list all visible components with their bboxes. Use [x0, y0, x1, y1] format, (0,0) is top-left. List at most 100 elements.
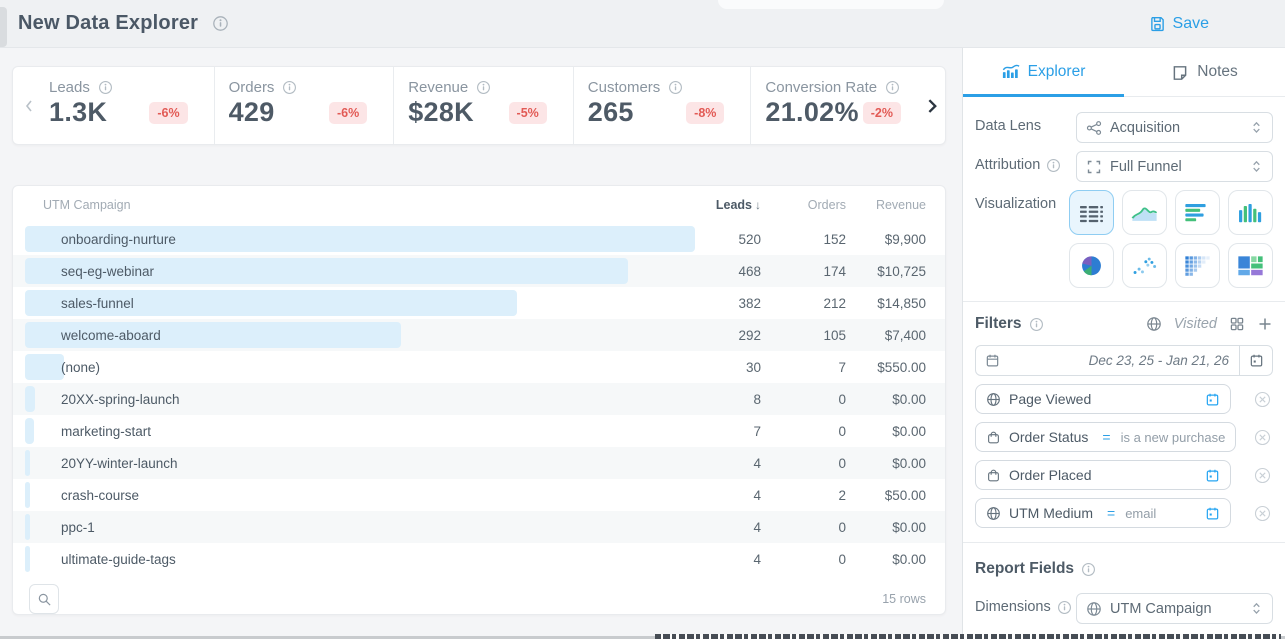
page-title: New Data Explorer [18, 12, 199, 34]
orders-value: 105 [823, 327, 846, 343]
viz-horizontal-bar-chart-button[interactable] [1175, 190, 1220, 235]
explorer-sidebar: Explorer Notes Data Lens Acquisition Att… [962, 48, 1285, 639]
explorer-controls: Data Lens Acquisition Attribution Full F… [963, 97, 1285, 301]
metrics-scroll-right-button[interactable] [924, 97, 939, 114]
metrics-summary-card: Leads 1.3K -6% Orders 429 -6% Revenue $28K… [12, 66, 946, 145]
column-header-orders[interactable]: Orders [807, 197, 846, 212]
metric-card-customers[interactable]: Customers 265 -8% [572, 67, 751, 144]
add-filter-icon[interactable] [1257, 316, 1273, 332]
metric-info-icon[interactable] [476, 80, 491, 95]
column-header-revenue[interactable]: Revenue [875, 197, 926, 212]
orders-value: 2 [838, 487, 846, 503]
leads-value: 4 [753, 487, 761, 503]
filters-info-icon[interactable] [1029, 317, 1044, 332]
table-row[interactable]: ultimate-guide-tags 4 0 $0.00 [13, 543, 945, 575]
save-button[interactable]: Save [1149, 15, 1209, 33]
leads-value: 520 [738, 231, 761, 247]
metric-value: $28K [408, 97, 474, 127]
metric-card-orders[interactable]: Orders 429 -6% [213, 67, 394, 144]
table-search-button[interactable] [29, 584, 59, 614]
column-header-leads[interactable]: Leads ↓ [715, 197, 761, 212]
filter-chip-utm-medium[interactable]: UTM Medium = email [975, 498, 1231, 528]
viz-cohort-grid-button[interactable] [1175, 243, 1220, 288]
bottom-edge [0, 636, 1285, 639]
cohort-grid-icon [1184, 255, 1211, 277]
table-row[interactable]: welcome-aboard 292 105 $7,400 [13, 319, 945, 351]
filter-scope-label[interactable]: Visited [1173, 316, 1217, 332]
full-funnel-icon [1086, 159, 1102, 175]
remove-x-icon [1254, 391, 1271, 408]
viz-scatter-plot-button[interactable] [1122, 243, 1167, 288]
campaign-name: marketing-start [61, 423, 152, 439]
leads-value: 4 [753, 519, 761, 535]
globe-icon [986, 506, 1001, 521]
metric-label: Customers [587, 79, 661, 96]
report-fields-info-icon[interactable] [1081, 562, 1096, 577]
revenue-value: $50.00 [884, 487, 926, 503]
leads-value: 4 [753, 455, 761, 471]
report-fields-title: Report Fields [975, 560, 1273, 578]
equals-operator: = [1102, 429, 1111, 445]
tab-notes[interactable]: Notes [1124, 48, 1285, 96]
table-row[interactable]: 20YY-winter-launch 4 0 $0.00 [13, 447, 945, 479]
app-header: New Data Explorer Save [0, 0, 1285, 48]
leads-value: 7 [753, 423, 761, 439]
table-row[interactable]: sales-funnel 382 212 $14,850 [13, 287, 945, 319]
calendar-icon[interactable] [1205, 392, 1220, 407]
dimensions-select[interactable]: UTM Campaign [1076, 593, 1273, 624]
attribution-select[interactable]: Full Funnel [1076, 151, 1273, 182]
calendar-icon[interactable] [1205, 468, 1220, 483]
metric-card-revenue[interactable]: Revenue $28K -5% [393, 67, 573, 144]
data-bar [25, 354, 64, 380]
globe-icon[interactable] [1146, 316, 1162, 332]
table-row[interactable]: onboarding-nurture 520 152 $9,900 [13, 223, 945, 255]
treemap-icon [1237, 255, 1264, 277]
metrics-scroll-left-button[interactable] [22, 98, 36, 114]
remove-filter-button[interactable] [1254, 391, 1271, 408]
viz-pie-chart-button[interactable] [1069, 243, 1114, 288]
viz-area-chart-button[interactable] [1122, 190, 1167, 235]
orders-value: 0 [838, 391, 846, 407]
leads-value: 30 [745, 359, 761, 375]
table-row[interactable]: ppc-1 4 0 $0.00 [13, 511, 945, 543]
report-info-icon[interactable] [212, 15, 229, 32]
metric-info-icon[interactable] [98, 80, 113, 95]
metric-card-conversion-rate[interactable]: Conversion Rate 21.02% -2% [750, 67, 945, 144]
revenue-value: $0.00 [892, 551, 926, 567]
filter-chip-page-viewed[interactable]: Page Viewed [975, 384, 1231, 414]
remove-filter-button[interactable] [1254, 467, 1271, 484]
metric-card-leads[interactable]: Leads 1.3K -6% [13, 67, 214, 144]
campaign-name: 20YY-winter-launch [61, 455, 178, 471]
viz-treemap-button[interactable] [1228, 243, 1273, 288]
table-row[interactable]: crash-course 4 2 $50.00 [13, 479, 945, 511]
tab-explorer[interactable]: Explorer [963, 48, 1124, 97]
attribution-info-icon[interactable] [1046, 158, 1061, 173]
filter-chip-row: Order Status = is a new purchase [975, 422, 1273, 452]
leads-value: 382 [738, 295, 761, 311]
table-row[interactable]: (none) 30 7 $550.00 [13, 351, 945, 383]
calendar-icon[interactable] [1205, 506, 1220, 521]
metric-info-icon[interactable] [282, 80, 297, 95]
dimensions-info-icon[interactable] [1057, 600, 1072, 615]
column-header-utm-campaign[interactable]: UTM Campaign [43, 197, 131, 212]
orders-value: 0 [838, 455, 846, 471]
filter-chip-label: Order Placed [1009, 467, 1092, 483]
filter-chip-order-status[interactable]: Order Status = is a new purchase [975, 422, 1237, 452]
viz-table-button[interactable] [1069, 190, 1114, 235]
date-range-filter[interactable]: Dec 23, 25 - Jan 21, 26 [975, 345, 1273, 376]
orders-value: 174 [823, 263, 846, 279]
grid-group-icon[interactable] [1229, 316, 1245, 332]
table-row[interactable]: 20XX-spring-launch 8 0 $0.00 [13, 383, 945, 415]
attribution-value: Full Funnel [1110, 158, 1182, 175]
date-picker-button[interactable] [1239, 346, 1272, 375]
data-lens-select[interactable]: Acquisition [1076, 112, 1273, 143]
table-icon [1078, 202, 1105, 224]
viz-vertical-bar-chart-button[interactable] [1228, 190, 1273, 235]
table-row[interactable]: marketing-start 7 0 $0.00 [13, 415, 945, 447]
remove-filter-button[interactable] [1254, 505, 1271, 522]
metric-info-icon[interactable] [885, 80, 900, 95]
remove-filter-button[interactable] [1254, 429, 1271, 446]
table-row[interactable]: seq-eg-webinar 468 174 $10,725 [13, 255, 945, 287]
filter-chip-order-placed[interactable]: Order Placed [975, 460, 1231, 490]
metric-info-icon[interactable] [668, 80, 683, 95]
